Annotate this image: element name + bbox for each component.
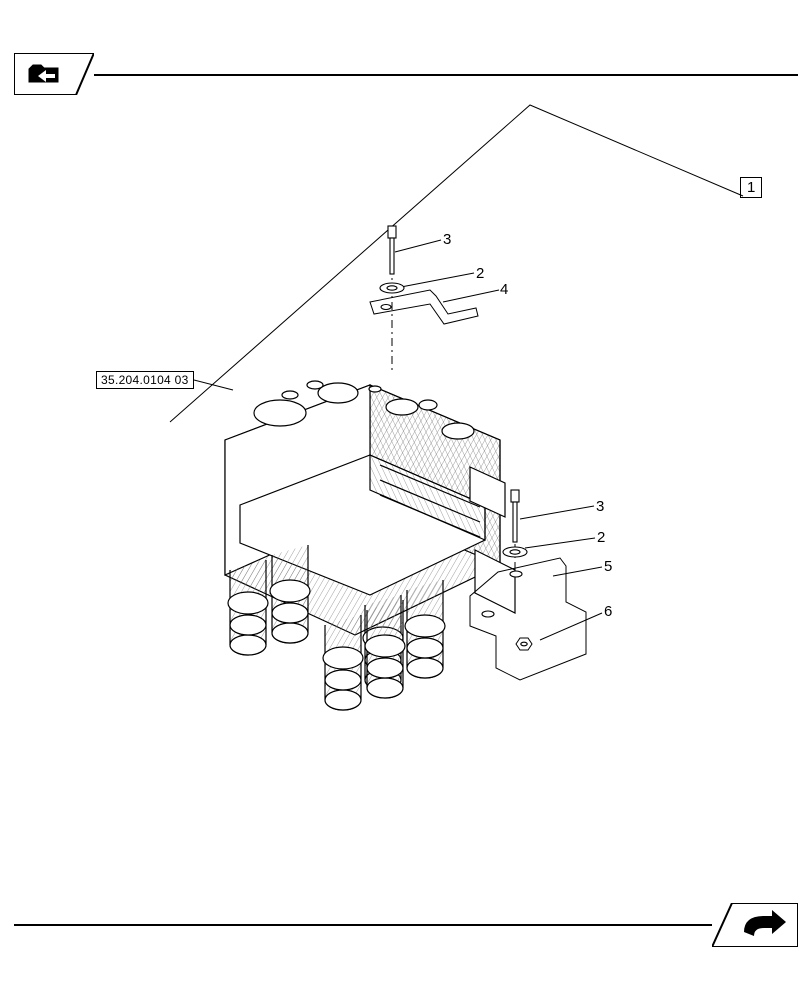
callout-3-side: 3 [596,498,604,515]
callout-2-side: 2 [597,529,605,546]
callout-1: 1 [740,177,762,198]
diagram-page: 1 2 3 4 2 3 5 6 35.204.0104 03 [0,0,812,1000]
callout-2-top: 2 [476,265,484,282]
callout-5: 5 [604,558,612,575]
hardware-side [0,0,812,1000]
callout-3-top: 3 [443,231,451,248]
ref-box: 35.204.0104 03 [96,371,194,389]
callout-6: 6 [604,603,612,620]
callout-4: 4 [500,281,508,298]
